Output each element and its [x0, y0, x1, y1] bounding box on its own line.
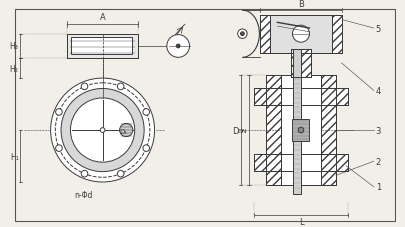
Bar — [253, 154, 347, 171]
Bar — [260, 16, 269, 53]
Circle shape — [117, 171, 124, 177]
Text: B: B — [297, 0, 303, 9]
Circle shape — [292, 26, 309, 43]
Bar — [293, 49, 300, 53]
Circle shape — [117, 84, 124, 90]
Bar — [253, 88, 347, 105]
Text: 4: 4 — [375, 86, 380, 95]
Bar — [260, 16, 341, 53]
Circle shape — [81, 171, 87, 177]
Circle shape — [51, 79, 154, 182]
Bar — [260, 16, 269, 53]
Text: 5: 5 — [375, 25, 380, 33]
Circle shape — [100, 128, 105, 133]
Bar — [265, 76, 280, 185]
Circle shape — [143, 109, 149, 116]
Bar — [66, 35, 138, 59]
Bar — [320, 76, 335, 185]
Bar — [290, 49, 311, 78]
Bar — [280, 88, 320, 105]
Bar — [331, 16, 341, 53]
Bar — [293, 49, 300, 78]
Bar — [280, 154, 320, 171]
Text: 1: 1 — [375, 183, 380, 191]
Text: D₁: D₁ — [119, 128, 127, 134]
Circle shape — [297, 128, 303, 133]
Text: H₁: H₁ — [10, 152, 19, 161]
Bar — [253, 154, 347, 171]
Text: DN: DN — [237, 128, 247, 133]
Bar — [66, 35, 138, 59]
Circle shape — [61, 89, 144, 172]
Text: A: A — [100, 13, 105, 22]
Text: H₃: H₃ — [10, 42, 19, 51]
Bar — [260, 16, 341, 53]
Bar — [71, 38, 132, 55]
Circle shape — [143, 145, 149, 152]
Circle shape — [240, 33, 244, 36]
Text: n-Φd: n-Φd — [75, 190, 93, 199]
Text: 2: 2 — [375, 157, 380, 166]
Circle shape — [55, 109, 62, 116]
Bar — [253, 88, 347, 105]
Circle shape — [166, 35, 189, 58]
Bar — [280, 76, 320, 185]
Circle shape — [55, 145, 62, 152]
Bar — [290, 49, 311, 78]
Text: D: D — [232, 126, 238, 135]
Circle shape — [176, 45, 179, 49]
Bar — [292, 119, 309, 142]
Bar — [331, 16, 341, 53]
Circle shape — [119, 124, 132, 137]
Text: L: L — [298, 217, 303, 226]
Bar — [293, 49, 300, 194]
Circle shape — [70, 99, 134, 163]
Circle shape — [237, 30, 247, 39]
Circle shape — [81, 84, 87, 90]
Text: 3: 3 — [375, 126, 380, 135]
Text: H₂: H₂ — [10, 64, 19, 73]
